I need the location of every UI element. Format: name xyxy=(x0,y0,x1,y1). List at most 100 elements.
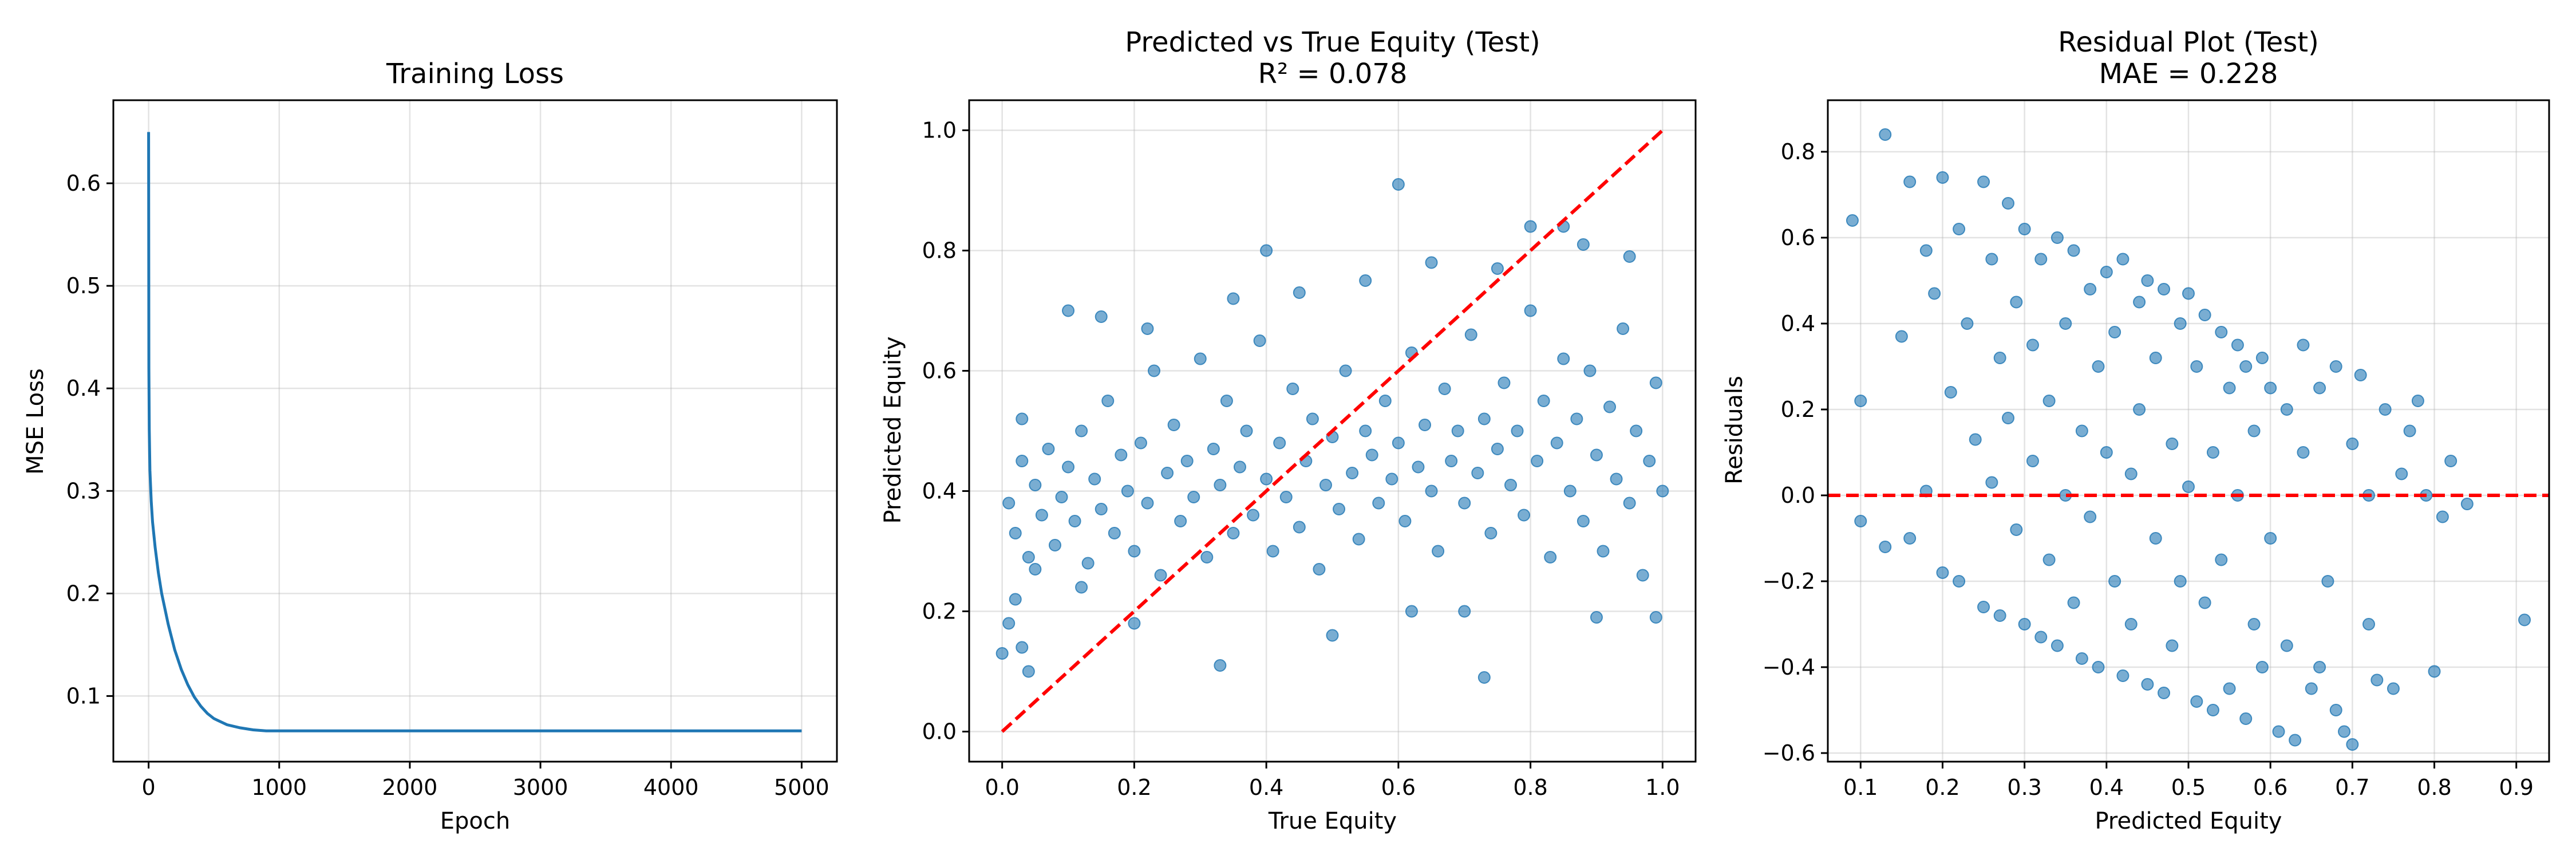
x-axis-label: Epoch xyxy=(440,808,510,834)
x-tick-label: 1.0 xyxy=(1645,775,1680,800)
data-point xyxy=(2280,639,2293,652)
data-point xyxy=(1425,484,1438,498)
data-point xyxy=(1200,551,1214,564)
data-point xyxy=(1570,412,1583,425)
data-point xyxy=(2166,438,2179,450)
data-point xyxy=(1643,455,1656,467)
data-point xyxy=(2190,360,2203,373)
data-point xyxy=(1029,563,1042,576)
data-point xyxy=(2100,266,2113,278)
data-point xyxy=(1062,304,1075,317)
x-tick-label: 0.4 xyxy=(1249,775,1283,800)
data-point xyxy=(2092,360,2105,373)
data-point xyxy=(1977,601,1990,613)
data-point xyxy=(1993,352,2006,364)
data-point xyxy=(1458,605,1471,618)
data-point xyxy=(2158,283,2171,295)
data-point xyxy=(1233,460,1246,474)
data-point xyxy=(2215,553,2228,566)
data-point xyxy=(1194,352,1207,365)
y-tick-label: 0.1 xyxy=(66,683,101,708)
data-point xyxy=(1610,472,1623,486)
y-tick-label: 0.0 xyxy=(1781,483,1815,508)
data-point xyxy=(2395,467,2408,480)
data-point xyxy=(1537,395,1550,407)
chart-subtitle: MAE = 0.228 xyxy=(2099,58,2278,90)
data-point xyxy=(1108,527,1121,539)
data-point xyxy=(1524,304,1537,317)
y-tick-label: −0.2 xyxy=(1763,569,1815,594)
data-point xyxy=(1854,515,1867,527)
y-tick-label: 0.6 xyxy=(1781,225,1815,250)
x-tick-label: 4000 xyxy=(643,775,699,800)
data-point xyxy=(1273,436,1286,450)
data-point xyxy=(2026,338,2039,352)
data-point xyxy=(1372,497,1385,510)
data-point xyxy=(1419,419,1432,431)
data-point xyxy=(1432,545,1445,558)
data-point xyxy=(1392,178,1405,191)
axes-frame xyxy=(968,99,1697,763)
data-point xyxy=(1944,386,1957,399)
data-point xyxy=(1352,533,1365,546)
x-tick-label: 2000 xyxy=(382,775,438,800)
data-point xyxy=(2411,395,2424,407)
x-tick-label: 0.0 xyxy=(985,775,1019,800)
data-point xyxy=(1597,545,1610,558)
y-tick-label: 0.5 xyxy=(66,273,101,298)
data-point xyxy=(1048,539,1061,551)
data-point xyxy=(1286,383,1299,395)
data-point xyxy=(2042,395,2056,407)
data-point xyxy=(1359,424,1372,438)
x-tick-label: 5000 xyxy=(774,775,829,800)
chart-title: Residual Plot (Test) xyxy=(2058,26,2319,58)
data-point xyxy=(2329,360,2342,373)
data-point xyxy=(1531,455,1544,467)
data-point xyxy=(2280,403,2293,416)
data-point xyxy=(1544,551,1557,564)
data-point xyxy=(2108,575,2121,588)
data-point xyxy=(2158,687,2171,699)
data-point xyxy=(2166,639,2179,652)
data-point xyxy=(2329,704,2342,716)
data-point xyxy=(1378,395,1392,407)
data-point xyxy=(1207,443,1220,455)
data-point xyxy=(1009,593,1022,606)
data-point xyxy=(1471,467,1484,479)
data-point xyxy=(1075,581,1088,594)
data-point xyxy=(1936,171,1949,184)
data-point xyxy=(1451,424,1464,438)
data-point xyxy=(1187,491,1200,503)
data-point xyxy=(2239,712,2253,725)
data-point xyxy=(2084,510,2097,523)
data-point xyxy=(2387,682,2400,695)
data-point xyxy=(1174,515,1187,527)
training-loss-chart: Training Loss Epoch MSE Loss 0 1000 2000 30… xyxy=(22,58,838,834)
data-point xyxy=(2305,682,2318,695)
data-point xyxy=(1141,322,1154,335)
data-point xyxy=(1293,521,1306,534)
y-axis-label: Residuals xyxy=(1721,376,1748,484)
data-point xyxy=(1088,472,1101,486)
data-point xyxy=(2247,424,2261,438)
data-point xyxy=(2444,455,2458,467)
data-point xyxy=(1385,472,1398,486)
data-point xyxy=(1081,557,1095,570)
data-point xyxy=(1936,566,1949,579)
y-tick-label: −0.6 xyxy=(1763,740,1815,766)
data-point xyxy=(1121,484,1134,498)
x-tick-label: 0.6 xyxy=(2253,775,2287,800)
data-point xyxy=(1879,128,1892,141)
data-point xyxy=(1961,317,1974,330)
x-tick-label: 0.6 xyxy=(1381,775,1416,800)
data-point xyxy=(1919,244,1933,257)
y-tick-label: −0.4 xyxy=(1763,655,1815,680)
data-point xyxy=(2042,553,2056,566)
data-point xyxy=(1518,509,1531,522)
data-point xyxy=(1590,611,1603,624)
data-point xyxy=(2346,438,2359,450)
data-point xyxy=(1022,665,1035,678)
data-point xyxy=(1445,455,1458,467)
data-point xyxy=(1055,491,1068,503)
data-point xyxy=(1969,433,1982,446)
